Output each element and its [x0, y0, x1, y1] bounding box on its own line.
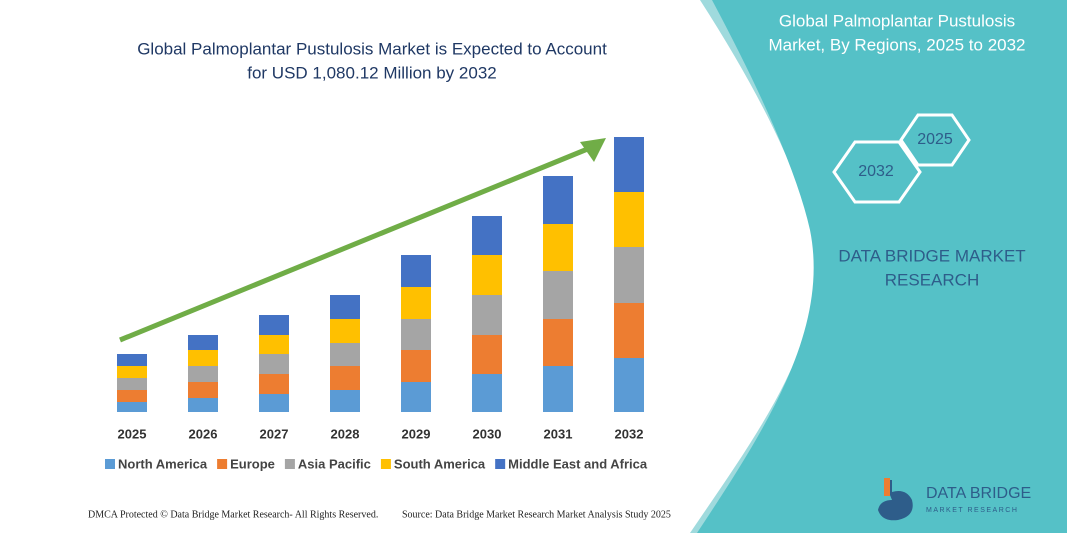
x-tick-label: 2026	[189, 426, 218, 441]
logo-icon	[884, 478, 890, 496]
bar-segment	[472, 295, 502, 335]
legend-swatch	[217, 459, 228, 469]
bar-segment	[259, 394, 289, 412]
bar-segment	[117, 354, 147, 366]
bar-segment	[472, 216, 502, 255]
x-tick-label: 2027	[260, 426, 289, 441]
bar-segment	[401, 350, 431, 382]
bar-segment	[330, 366, 360, 390]
logo-text: DATA BRIDGE	[926, 485, 1031, 502]
bar-segment	[117, 390, 147, 402]
legend-swatch	[105, 459, 115, 469]
x-tick-label: 2029	[402, 426, 431, 441]
bar-segment	[188, 382, 218, 398]
brand-text: RESEARCH	[885, 270, 979, 289]
bar-segment	[543, 366, 573, 412]
trend-arrow-head	[580, 138, 606, 162]
chart-title: Global Palmoplantar Pustulosis Market is…	[137, 39, 607, 58]
bar-segment	[188, 335, 218, 350]
legend-swatch	[284, 459, 295, 469]
chart-title: for USD 1,080.12 Million by 2032	[247, 63, 496, 82]
logo-subtext: MARKET RESEARCH	[926, 507, 1018, 514]
panel-background	[697, 0, 1067, 533]
bar-segment	[543, 224, 573, 271]
bar-segment	[472, 335, 502, 374]
bar-segment	[543, 271, 573, 319]
bar-segment	[472, 374, 502, 412]
bar-segment	[330, 343, 360, 366]
bar-segment	[401, 382, 431, 412]
bar-segment	[330, 319, 360, 343]
bar-segment	[259, 374, 289, 394]
bar-segment	[330, 390, 360, 412]
bar-segment	[614, 303, 644, 358]
x-tick-label: 2030	[473, 426, 502, 441]
x-tick-label: 2032	[615, 426, 644, 441]
footer-left: DMCA Protected © Data Bridge Market Rese…	[88, 509, 378, 520]
footer-right: Source: Data Bridge Market Research Mark…	[402, 509, 671, 520]
bar-segment	[401, 255, 431, 287]
hexagon	[899, 113, 971, 167]
logo-icon	[878, 480, 913, 521]
hexagon	[832, 140, 922, 204]
bar-segment	[401, 319, 431, 350]
panel-title: Market, By Regions, 2025 to 2032	[768, 35, 1025, 54]
bar-segment	[259, 354, 289, 374]
bar-segment	[543, 176, 573, 224]
legend-swatch	[380, 459, 391, 469]
bar-segment	[543, 319, 573, 366]
legend-label: South America	[394, 456, 486, 471]
bar-segment	[117, 366, 147, 378]
legend-label: Asia Pacific	[298, 456, 371, 471]
bar-segment	[117, 378, 147, 390]
trend-arrow	[119, 145, 591, 343]
brand-text: DATA BRIDGE MARKET	[838, 246, 1025, 265]
bar-segment	[330, 295, 360, 319]
bar-segment	[614, 247, 644, 303]
panel-title: Global Palmoplantar Pustulosis	[779, 11, 1015, 30]
bar-segment	[259, 335, 289, 354]
hexagon-label: 2032	[858, 163, 894, 180]
bar-segment	[188, 350, 218, 366]
legend-label: Middle East and Africa	[508, 456, 648, 471]
bar-segment	[259, 315, 289, 335]
bar-segment	[614, 137, 644, 192]
bar-segment	[614, 358, 644, 412]
x-tick-label: 2031	[544, 426, 573, 441]
bar-segment	[472, 255, 502, 295]
legend-label: Europe	[230, 456, 275, 471]
legend-swatch	[495, 459, 506, 469]
x-tick-label: 2028	[331, 426, 360, 441]
bar-segment	[188, 398, 218, 412]
legend-label: North America	[118, 456, 208, 471]
bar-segment	[614, 192, 644, 247]
bar-segment	[188, 366, 218, 382]
x-tick-label: 2025	[118, 426, 147, 441]
hexagon-label: 2025	[917, 131, 953, 148]
bar-segment	[117, 402, 147, 412]
bar-segment	[401, 287, 431, 319]
